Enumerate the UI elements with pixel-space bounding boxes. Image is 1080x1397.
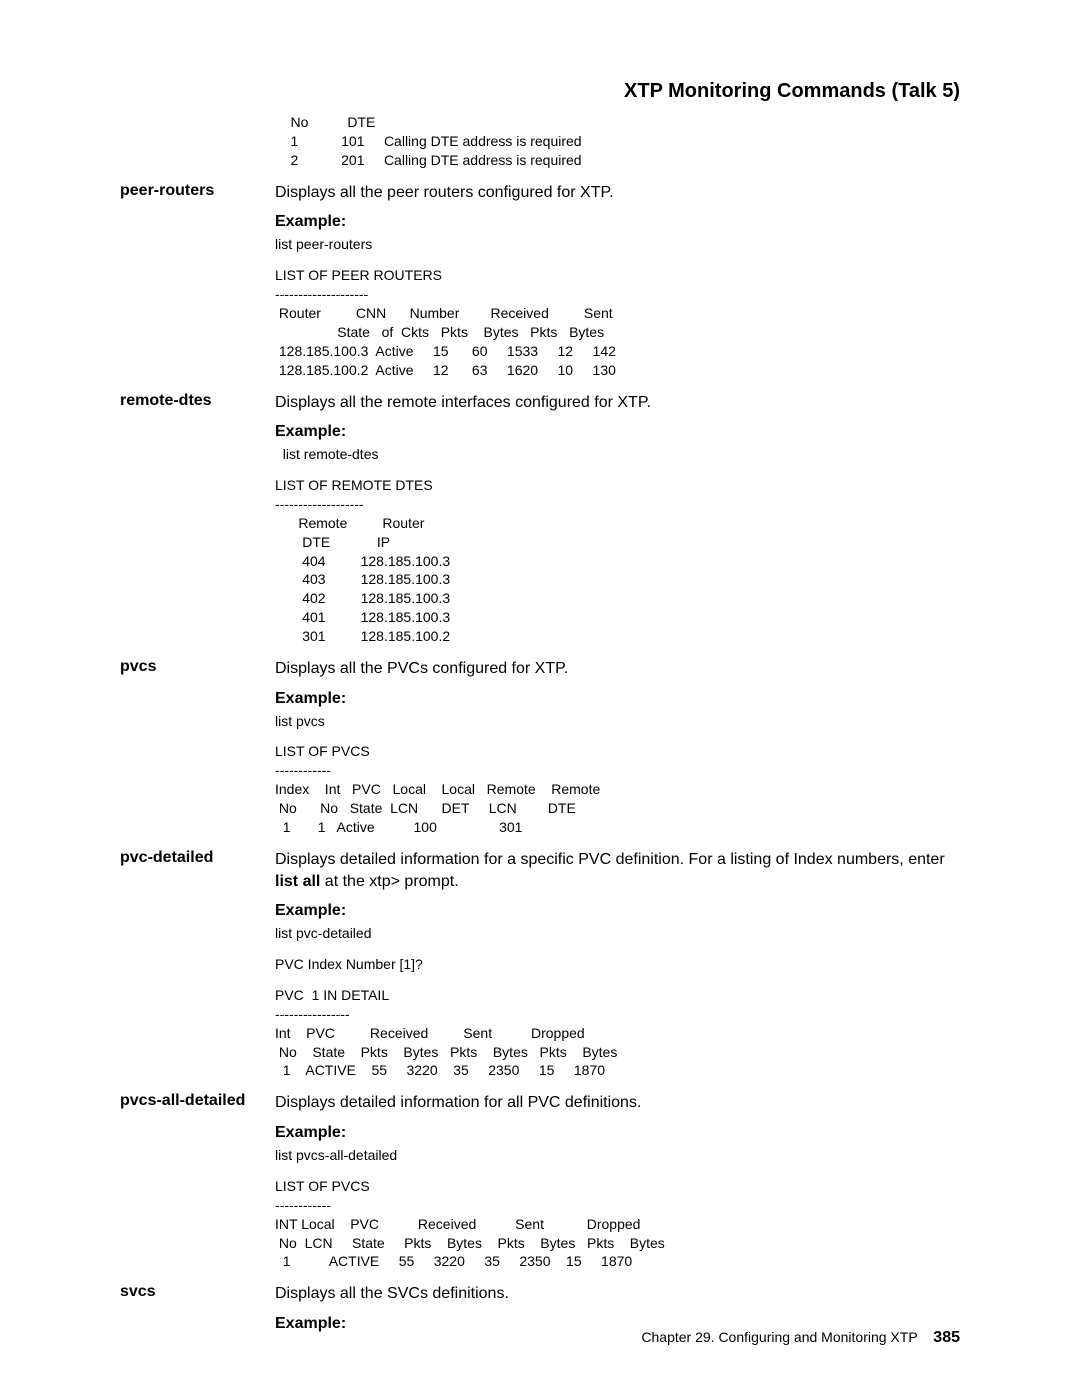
example-label: Example: (275, 690, 960, 708)
desc-pvcs-all-detailed: Displays detailed information for all PV… (275, 1092, 960, 1114)
keyword-peer-routers: peer-routers (120, 182, 275, 200)
cmd-peer-routers: list peer-routers (275, 235, 960, 254)
desc-pvcs: Displays all the PVCs configured for XTP… (275, 658, 960, 680)
desc-remote-dtes: Displays all the remote interfaces confi… (275, 392, 960, 414)
section-svcs: svcs Displays all the SVCs definitions. (120, 1283, 960, 1305)
example-label: Example: (275, 213, 960, 231)
out-remote-dtes: LIST OF REMOTE DTES ------------------- … (275, 476, 960, 646)
cmd-pvcs-all-detailed: list pvcs-all-detailed (275, 1146, 960, 1165)
out-pvc-detailed: PVC 1 IN DETAIL ---------------- Int PVC… (275, 986, 960, 1080)
desc-svcs: Displays all the SVCs definitions. (275, 1283, 960, 1305)
desc-pvc-detailed-1: Displays detailed information for a spec… (275, 851, 945, 868)
desc-pvc-detailed-bold: list all (275, 873, 320, 890)
footer-chapter: Chapter 29. Configuring and Monitoring X… (641, 1329, 917, 1345)
section-pvcs: pvcs Displays all the PVCs configured fo… (120, 658, 960, 680)
prompt-pvc-detailed: PVC Index Number [1]? (275, 955, 960, 974)
cmd-remote-dtes: list remote-dtes (275, 445, 960, 464)
out-peer-routers: LIST OF PEER ROUTERS -------------------… (275, 266, 960, 379)
example-label: Example: (275, 1124, 960, 1142)
example-label: Example: (275, 423, 960, 441)
keyword-remote-dtes: remote-dtes (120, 392, 275, 410)
footer-page: 385 (933, 1329, 960, 1346)
out-pvcs: LIST OF PVCS ------------ Index Int PVC … (275, 742, 960, 836)
page-header: XTP Monitoring Commands (Talk 5) (120, 80, 960, 103)
desc-pvc-detailed: Displays detailed information for a spec… (275, 849, 960, 892)
section-peer-routers: peer-routers Displays all the peer route… (120, 182, 960, 204)
out-pvcs-all-detailed: LIST OF PVCS ------------ INT Local PVC … (275, 1177, 960, 1271)
top-table: No DTE 1 101 Calling DTE address is requ… (275, 113, 960, 170)
page-container: XTP Monitoring Commands (Talk 5) No DTE … (0, 0, 1080, 1393)
desc-peer-routers: Displays all the peer routers configured… (275, 182, 960, 204)
keyword-pvc-detailed: pvc-detailed (120, 849, 275, 867)
cmd-pvc-detailed: list pvc-detailed (275, 924, 960, 943)
example-label: Example: (275, 902, 960, 920)
desc-pvc-detailed-2: at the xtp> prompt. (320, 873, 458, 890)
keyword-svcs: svcs (120, 1283, 275, 1301)
page-footer: Chapter 29. Configuring and Monitoring X… (641, 1329, 960, 1347)
section-pvcs-all-detailed: pvcs-all-detailed Displays detailed info… (120, 1092, 960, 1114)
keyword-pvcs-all-detailed: pvcs-all-detailed (120, 1092, 275, 1110)
keyword-pvcs: pvcs (120, 658, 275, 676)
section-pvc-detailed: pvc-detailed Displays detailed informati… (120, 849, 960, 892)
section-remote-dtes: remote-dtes Displays all the remote inte… (120, 392, 960, 414)
cmd-pvcs: list pvcs (275, 712, 960, 731)
